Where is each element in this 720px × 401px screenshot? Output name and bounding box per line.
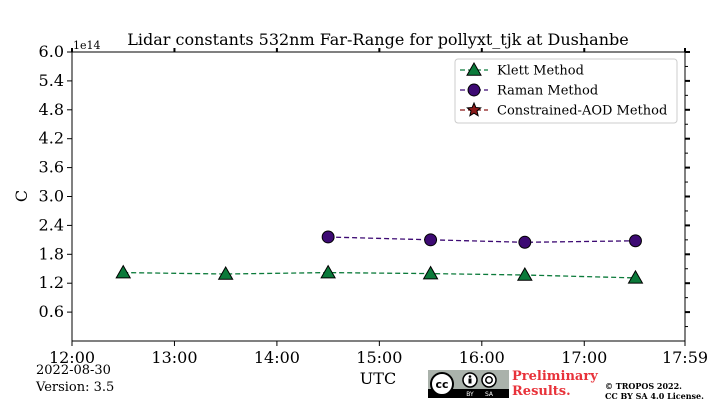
data-point (321, 230, 335, 244)
legend-label: Raman Method (497, 84, 598, 99)
cc-license-badge: cc BY SA (428, 370, 509, 398)
copyright-line-2: CC BY SA 4.0 License. (605, 391, 704, 401)
y-tick-label: 2.4 (39, 215, 64, 234)
data-point (217, 266, 234, 280)
data-point (629, 234, 642, 248)
footer-version: Version: 3.5 (36, 380, 115, 395)
data-point (424, 233, 438, 247)
y-offset-label: 1e14 (73, 39, 101, 52)
y-tick-label: 4.2 (39, 129, 64, 148)
x-tick-label: 13:00 (151, 348, 197, 367)
y-tick-label: 3.0 (39, 187, 64, 206)
copyright-line-1: © TROPOS 2022. (605, 381, 682, 391)
x-tick-label: 17:59 (662, 348, 708, 367)
series-klett-method (115, 264, 644, 284)
sa-text: SA (485, 391, 494, 398)
y-axis-label: C (12, 190, 31, 202)
series-line (328, 236, 636, 243)
x-tick-label: 17:00 (561, 348, 607, 367)
copyright-note: © TROPOS 2022. CC BY SA 4.0 License. (605, 381, 704, 401)
series-line (123, 271, 636, 279)
legend-label: Klett Method (497, 64, 584, 79)
cc-text: cc (435, 378, 448, 391)
legend-marker (466, 61, 482, 76)
preliminary-line-2: Results. (512, 384, 571, 399)
data-point (516, 267, 533, 281)
legend: Klett Method Raman Method Constrained-AOD … (454, 58, 678, 124)
data-point (518, 235, 532, 249)
data-point (115, 264, 132, 279)
preliminary-line-1: Preliminary (512, 369, 598, 384)
legend-marker (466, 101, 482, 117)
preliminary-results-note: Preliminary Results. (512, 369, 598, 399)
x-tick-label: 16:00 (459, 348, 505, 367)
series-raman-method (321, 230, 642, 249)
x-tick-label: 14:00 (254, 348, 300, 367)
y-tick-label: 3.6 (39, 158, 64, 177)
chart-title: Lidar constants 532nm Far-Range for poll… (127, 30, 628, 49)
y-tick-label: 4.8 (39, 100, 64, 119)
series-layer (115, 230, 644, 284)
y-tick-label: 5.4 (39, 71, 64, 90)
y-tick-label: 6.0 (39, 42, 64, 61)
x-tick-label: 15:00 (356, 348, 402, 367)
footer-date: 2022-08-30 (36, 363, 111, 378)
y-tick-label: 1.8 (39, 244, 64, 263)
sa-icon (481, 372, 497, 388)
data-point (320, 264, 336, 279)
y-tick-label: 0.6 (39, 302, 64, 321)
y-tick-label: 1.2 (39, 273, 64, 292)
x-tick-label: 12:00 (49, 348, 95, 367)
legend-label: Constrained-AOD Method (497, 104, 667, 119)
data-point (422, 265, 439, 280)
axes: 0.6 1.2 1.8 2.4 3.0 3.6 4.2 4.8 5.4 6.0 12:00 13:00… (39, 42, 709, 367)
legend-box (454, 58, 678, 124)
data-point (627, 269, 644, 284)
legend-marker (467, 83, 481, 97)
by-text: BY (466, 391, 474, 398)
x-axis-label: UTC (360, 369, 396, 388)
